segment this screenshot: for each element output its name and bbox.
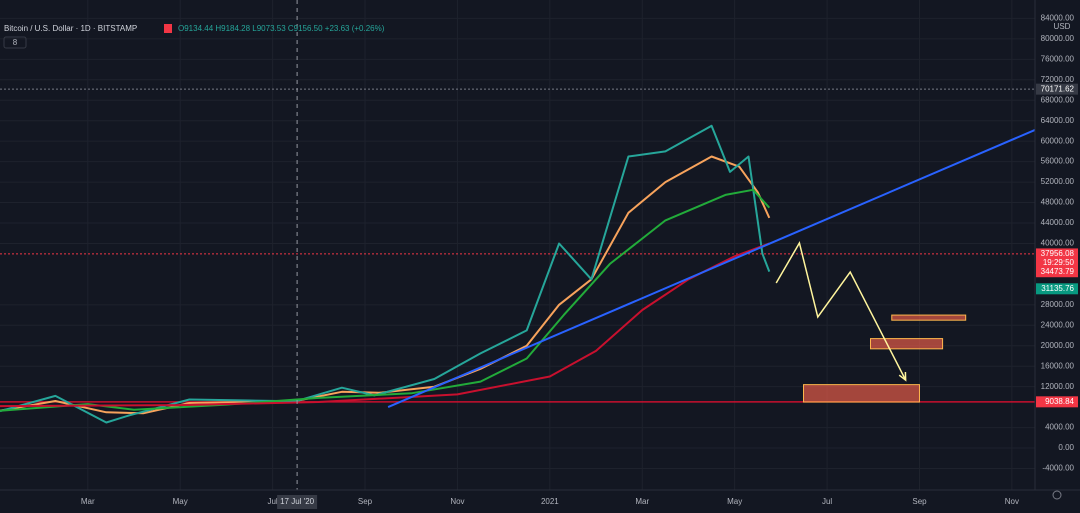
x-tick-label: Nov xyxy=(1005,497,1019,506)
series-line xyxy=(0,124,771,424)
price-label: 31135.76 xyxy=(1041,284,1074,293)
y-tick-label: 64000.00 xyxy=(1041,116,1075,125)
x-tick-label: Mar xyxy=(81,497,95,506)
grid xyxy=(0,0,1035,490)
x-tick-label: May xyxy=(727,497,742,506)
y-tick-label: 24000.00 xyxy=(1041,320,1075,329)
y-tick-label: 68000.00 xyxy=(1041,95,1075,104)
chart-title: Bitcoin / U.S. Dollar · 1D · BITSTAMP xyxy=(4,24,137,33)
zone xyxy=(870,338,944,350)
y-tick-label: 60000.00 xyxy=(1041,136,1075,145)
y-tick-label: 76000.00 xyxy=(1041,54,1075,63)
y-tick-label: -4000.00 xyxy=(1042,464,1074,473)
countdown: 19:29:50 xyxy=(1043,258,1075,267)
ohlc: O9134.44 H9184.28 L9073.53 C9156.50 +23.… xyxy=(178,24,385,33)
x-tick-label: Mar xyxy=(635,497,649,506)
y-tick-label: 52000.00 xyxy=(1041,177,1075,186)
zone xyxy=(891,314,967,321)
x-tick-label: Jul xyxy=(267,497,277,506)
x-tick-label: Sep xyxy=(912,497,927,506)
zone xyxy=(803,384,920,403)
y-unit: USD xyxy=(1054,22,1071,31)
price-label: 70171.62 xyxy=(1041,84,1075,93)
price-label: 37956.08 xyxy=(1041,249,1075,258)
y-tick-label: 20000.00 xyxy=(1041,341,1075,350)
y-tick-label: 4000.00 xyxy=(1045,423,1074,432)
y-tick-label: 0.00 xyxy=(1058,443,1074,452)
x-tick-label: May xyxy=(173,497,188,506)
arrow-head xyxy=(898,371,907,382)
y-tick-label: 84000.00 xyxy=(1041,14,1075,23)
price-label: 9038.84 xyxy=(1045,397,1074,406)
y-tick-label: 16000.00 xyxy=(1041,361,1075,370)
series-line xyxy=(0,188,771,412)
price-label: 34473.79 xyxy=(1041,267,1075,276)
arrow-path xyxy=(775,241,907,381)
axes: 84000.00 80000.00 76000.00 72000.00 68000.00… xyxy=(81,14,1078,509)
x-tick-label: Nov xyxy=(450,497,464,506)
y-tick-label: 56000.00 xyxy=(1041,157,1075,166)
indicator-toggle[interactable] xyxy=(3,36,27,49)
x-tick-label: Jul xyxy=(822,497,832,506)
series-line xyxy=(0,155,771,415)
y-tick-label: 44000.00 xyxy=(1041,218,1075,227)
y-tick-label: 48000.00 xyxy=(1041,198,1075,207)
indicator-count[interactable]: 8 xyxy=(13,38,18,47)
series-line xyxy=(387,128,1036,409)
price-label-bg xyxy=(1036,83,1078,95)
x-tick-label: 2021 xyxy=(541,497,559,506)
flag-icon xyxy=(164,24,172,33)
crosshair-label-bg xyxy=(277,495,318,509)
y-tick-label: 72000.00 xyxy=(1041,75,1075,84)
x-tick-label: Sep xyxy=(358,497,373,506)
y-tick-label: 80000.00 xyxy=(1041,34,1075,43)
price-label-bg xyxy=(1036,396,1078,408)
settings-icon[interactable] xyxy=(1052,490,1062,500)
price-label-bg xyxy=(1036,283,1078,295)
crosshair-label: 17 Jul '20 xyxy=(280,497,315,506)
price-label-bg xyxy=(1036,266,1078,278)
y-tick-label: 40000.00 xyxy=(1041,239,1075,248)
y-tick-label: 28000.00 xyxy=(1041,300,1075,309)
price-label-bg xyxy=(1036,248,1078,269)
y-tick-label: 12000.00 xyxy=(1041,382,1075,391)
plot xyxy=(0,0,1036,490)
